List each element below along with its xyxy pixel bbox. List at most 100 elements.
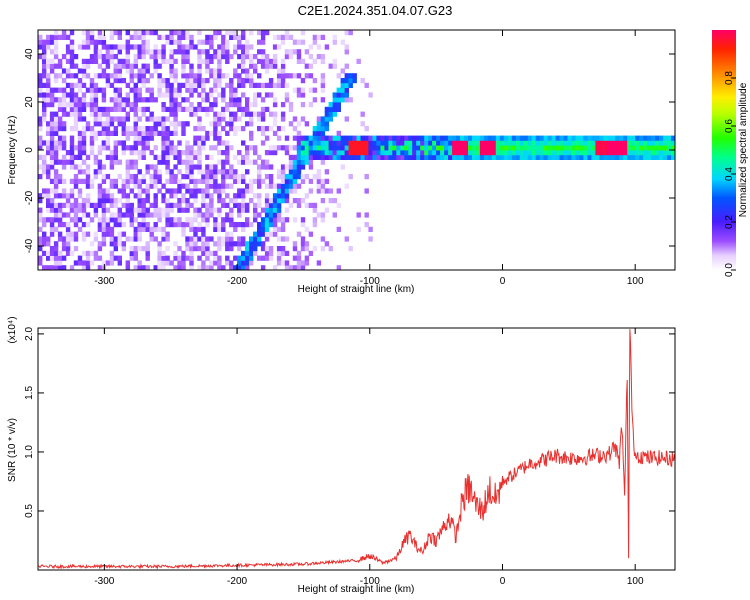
spectrogram-cell [599,135,604,141]
spectrogram-cell [133,150,138,156]
spectrogram-cell [125,44,130,50]
spectrogram-cell [201,198,206,204]
spectrogram-cell [185,222,190,228]
spectrogram-cell [229,30,234,36]
spectrogram-cell [185,202,190,208]
spectrogram-cell [117,87,122,93]
spectrogram-cell [575,150,580,156]
spectrogram-cell [73,236,79,242]
spectrogram-cell [209,154,214,160]
spectrogram-cell [117,140,122,146]
spectrogram-cell [245,159,250,165]
spectrogram-cell [133,246,138,252]
spectrogram-cell [89,87,95,93]
spectrogram-cell [229,82,234,88]
spectrogram-cell [69,102,75,108]
spectrogram-cell [161,140,166,146]
spectrogram-cell [292,126,298,132]
spectrogram-cell [201,226,206,232]
spectrogram-cell [97,145,103,151]
spectrogram-cell [268,78,274,84]
spectrogram-cell [165,198,170,204]
spectrogram-cell [380,145,385,151]
spectrogram-cell [93,82,99,88]
spectrogram-cell [284,145,290,151]
spectrogram-cell [257,222,262,228]
spectrogram-cell [137,169,142,175]
spectrogram-cell [173,222,178,228]
spectrogram-cell [376,145,381,151]
spectrogram-cell [280,73,286,79]
spectrogram-cell [268,202,274,208]
spectrogram-cell [141,44,146,50]
spectrogram-cell [193,135,198,141]
spectrogram-cell [253,159,258,165]
spectrogram-cell [42,222,47,228]
spectrogram-cell [356,150,361,156]
spectrogram-cell [316,188,322,194]
spectrogram-cell [205,130,210,136]
spectrogram-cell [97,121,103,127]
spectrogram-cell [149,164,154,170]
spectrogram-cell [591,154,596,160]
spectrogram-cell [201,140,206,146]
spectrogram-cell [42,116,47,122]
spectrogram-cell [77,140,83,146]
spectrogram-cell [523,135,529,141]
spectrogram-cell [249,145,254,151]
spectrogram-cell [117,231,122,237]
spectrogram-cell [324,116,330,122]
spectrogram-cell [356,58,361,64]
spectrogram-cell [328,116,333,122]
spectrogram-cell [73,212,79,218]
spectrogram-cell [61,154,67,160]
spectrogram-cell [276,188,282,194]
spectrogram-cell [276,226,282,232]
spectrogram-cell [328,135,333,141]
spectrogram-cell [249,198,254,204]
spectrogram-cell [61,159,67,165]
spectrogram-cell [53,260,59,266]
spectrogram-cell [257,30,262,36]
spectrogram-cell [49,92,55,98]
spectrogram-cell [137,207,142,213]
spectrogram-cells [38,30,675,270]
spectrogram-cell [324,169,330,175]
spectrogram-cell [237,150,242,156]
spectrogram-cell [46,44,51,50]
spectrogram-cell [380,140,385,146]
spectrogram-cell [352,78,357,84]
spectrogram-cell [65,250,71,256]
spectrogram-cell [42,164,47,170]
spectrogram-cell [173,130,178,136]
spectrogram-cell [53,212,59,218]
spectrogram-cell [177,102,182,108]
spectrogram-cell [81,202,87,208]
spectrogram-cell [384,150,389,156]
spectrogram-cell [213,188,218,194]
spectrogram-cell [368,145,373,151]
spectrogram-cell [69,145,75,151]
spectrogram-cell [671,145,675,151]
spectrogram-cell [209,145,214,151]
spectrogram-cell [161,49,166,55]
spectrogram-cell [340,87,345,93]
spectrogram-cell [296,255,302,261]
spectrogram-cell [65,34,71,40]
spectrogram-cell [165,178,170,184]
spectrogram-cell [396,150,401,156]
spectrogram-cell [141,212,146,218]
spectrogram-cell [145,222,150,228]
spectrogram-cell [105,63,111,69]
spectrogram-cell [149,126,154,132]
spectrogram-cell [260,116,266,122]
spectrogram-cell [412,150,417,156]
spectrogram-cell [61,178,67,184]
spectrogram-cell [177,255,182,261]
spectrogram-cell [300,265,306,270]
spectrogram-cell [328,246,333,252]
spectrogram-cell [515,150,521,156]
spectrogram-cell [38,174,43,180]
spectrogram-cell [73,97,79,103]
spectrogram-cell [595,154,600,160]
